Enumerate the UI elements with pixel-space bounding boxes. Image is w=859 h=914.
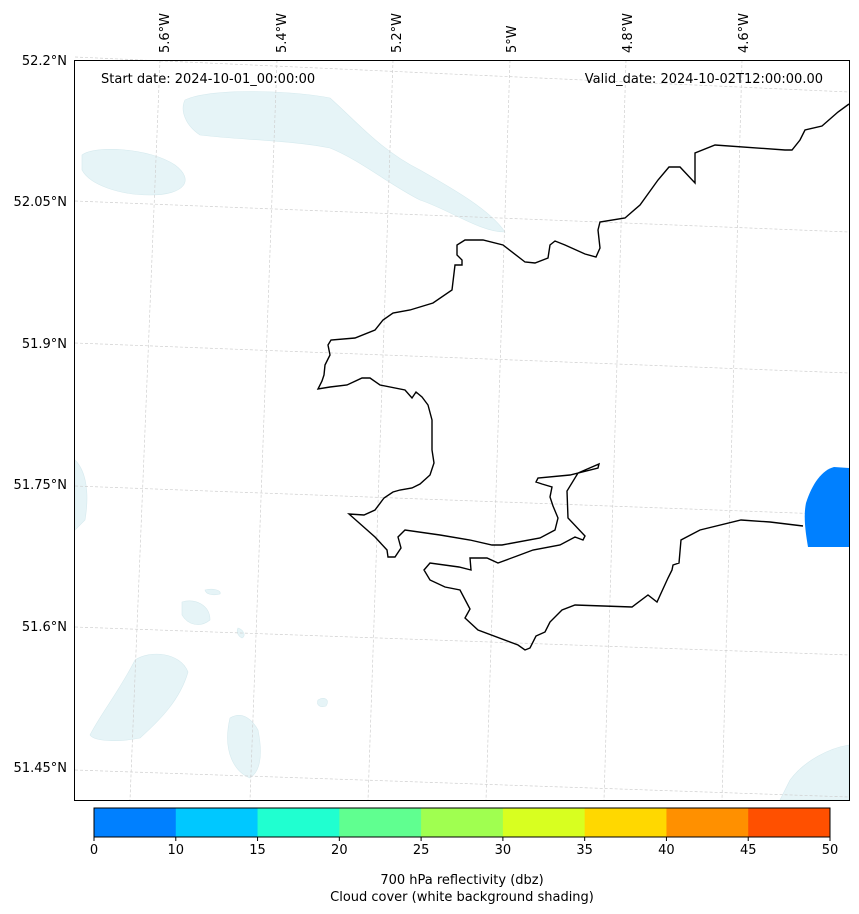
colorbar-tick-label: 35 [576,843,593,858]
cloud-cover-shading [74,91,850,801]
colorbar-label: 700 hPa reflectivity (dbz) [380,873,543,888]
colorbar-sublabel: Cloud cover (white background shading) [330,890,594,905]
lat-label: 51.6°N [22,620,67,635]
colorbar-tick-label: 45 [740,843,757,858]
lon-label: 5.6°W [158,13,173,53]
valid-date-label: Valid_date: 2024-10-02T12:00:00.00 [585,72,823,87]
map-frame [74,60,850,801]
colorbar-segments [94,808,831,837]
colorbar-tick-label: 30 [495,843,512,858]
coastline [316,103,850,651]
colorbar-segment [421,808,504,837]
start-date-label: Start date: 2024-10-01_00:00:00 [101,72,315,87]
lon-label: 4.6°W [737,13,752,53]
colorbar-segment [666,808,749,837]
map-gridlines [74,56,850,801]
colorbar-ticks: 0 10 15 20 25 30 35 40 45 50 [90,837,838,858]
colorbar-segment [94,808,177,837]
colorbar-segment [748,808,831,837]
colorbar-segment [175,808,259,837]
colorbar-segment [339,808,422,837]
lat-label: 51.45°N [14,761,67,776]
colorbar-tick-label: 20 [331,843,348,858]
colorbar-tick-label: 40 [658,843,675,858]
colorbar-segment [584,808,667,837]
colorbar-frame [93,807,831,838]
colorbar-tick-label: 50 [822,843,839,858]
colorbar-tick-label: 15 [249,843,266,858]
colorbar: 0 10 15 20 25 30 35 40 45 50 700 hPa reflectivity… [90,807,838,905]
reflectivity-patch [804,467,849,547]
lon-label: 5°W [505,25,520,53]
colorbar-tick-label: 25 [413,843,430,858]
colorbar-segment [257,808,340,837]
colorbar-tick-label: 0 [90,843,98,858]
lat-label: 52.2°N [22,54,67,69]
lon-label: 5.2°W [390,13,405,53]
lon-label: 5.4°W [275,13,290,53]
lon-label: 4.8°W [621,13,636,53]
lat-label: 52.05°N [14,195,67,210]
lat-label: 51.9°N [22,337,67,352]
lat-label: 51.75°N [14,478,67,493]
colorbar-segment [502,808,586,837]
colorbar-tick-label: 10 [168,843,185,858]
